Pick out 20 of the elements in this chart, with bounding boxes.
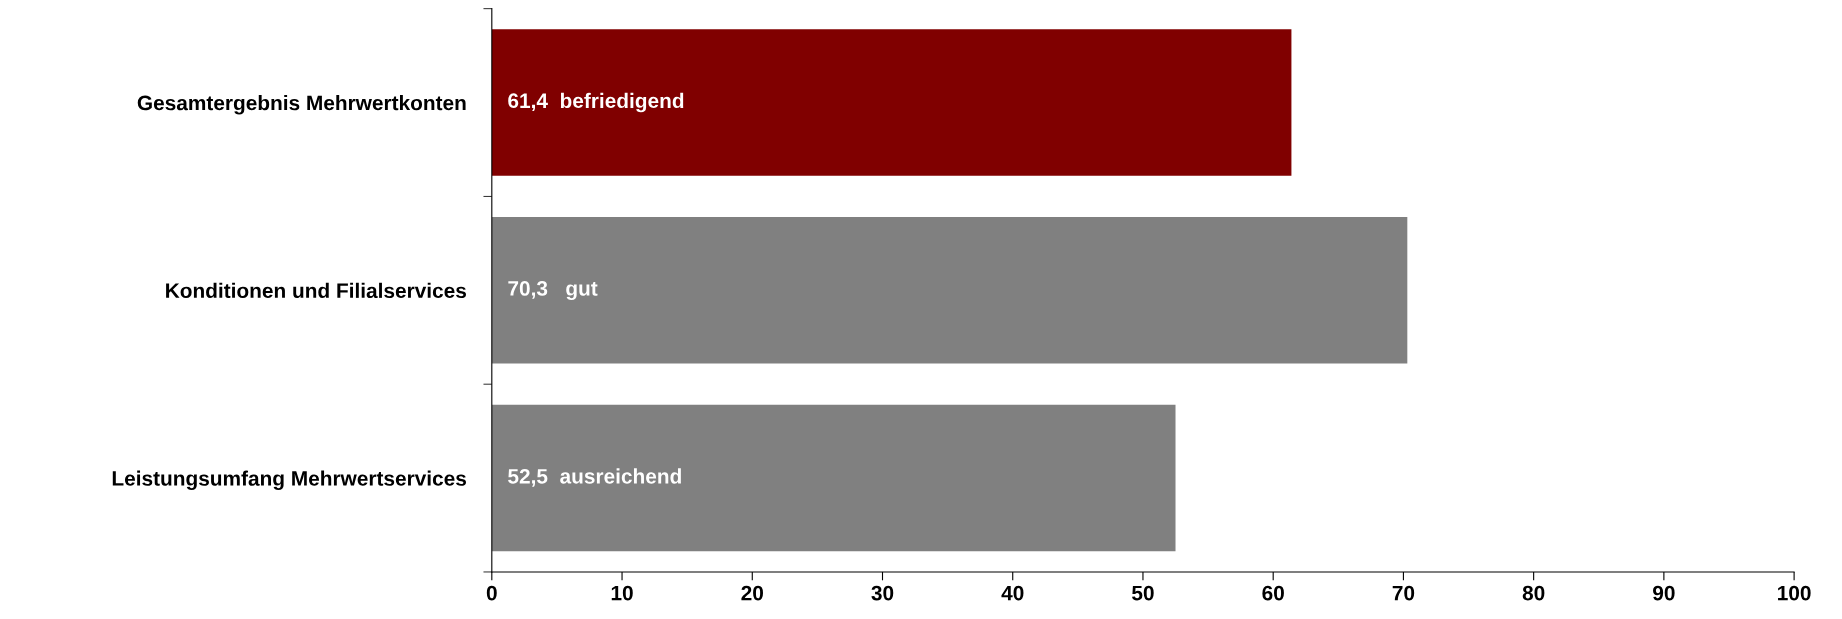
x-tick-label: 20 xyxy=(741,585,764,601)
data-label: 61,4 befriedigend xyxy=(508,92,684,113)
data-label: 52,5 ausreichend xyxy=(508,468,681,487)
x-tick-label: 10 xyxy=(611,585,633,601)
x-tick-label: 30 xyxy=(871,585,894,601)
bar xyxy=(491,217,1408,364)
x-tick-label: 100 xyxy=(1778,585,1811,601)
x-tick-label: 90 xyxy=(1653,585,1675,601)
x-tick-label: 60 xyxy=(1262,585,1284,601)
y-tick-label: Gesamtergebnis Mehrwertkonten xyxy=(137,95,466,115)
y-tick-label: Konditionen und Filialservices xyxy=(166,282,466,299)
bar xyxy=(491,29,1292,176)
x-tick-label: 80 xyxy=(1522,585,1545,601)
x-tick-label: 50 xyxy=(1132,585,1154,601)
x-tick-label: 40 xyxy=(1001,585,1024,601)
x-tick-label: 0 xyxy=(486,585,497,601)
y-tick-label: Leistungsumfang Mehrwertservices xyxy=(112,470,466,491)
x-tick-label: 70 xyxy=(1392,585,1415,601)
bar xyxy=(491,404,1176,552)
data-label: 70,3 gut xyxy=(508,281,598,301)
